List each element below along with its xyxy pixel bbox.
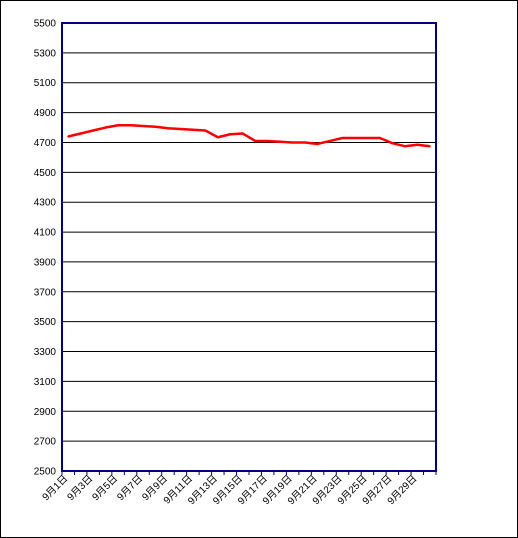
data-point [254, 139, 257, 142]
series-layer [67, 124, 431, 148]
data-point [204, 129, 207, 132]
data-point [341, 136, 344, 139]
data-point [279, 140, 282, 143]
y-tick-label: 4700 [34, 138, 57, 149]
x-axis-tick-labels: 9月1日9月3日9月5日9月7日9月9日9月11日9月13日9月15日9月17日… [40, 473, 420, 507]
data-point [67, 135, 70, 138]
x-tick-label: 9月7日 [115, 473, 145, 503]
y-tick-label: 4500 [34, 168, 57, 179]
y-tick-label: 3900 [34, 257, 57, 268]
y-tick-label: 2500 [34, 467, 57, 478]
data-point [79, 132, 82, 135]
y-tick-label: 3100 [34, 377, 57, 388]
y-tick-label: 2700 [34, 437, 57, 448]
grid-lines [62, 52, 436, 442]
data-point [266, 139, 269, 142]
y-tick-label: 4100 [34, 228, 57, 239]
y-tick-label: 3300 [34, 347, 57, 358]
data-point [104, 126, 107, 129]
data-point [391, 142, 394, 145]
data-point [129, 124, 132, 127]
data-point [329, 139, 332, 142]
y-tick-label: 3700 [34, 287, 57, 298]
data-point [428, 145, 431, 148]
x-axis-tick-marks [61, 471, 437, 475]
data-point [92, 129, 95, 132]
data-point [216, 136, 219, 139]
data-point [179, 128, 182, 131]
data-point [142, 125, 145, 128]
y-tick-label: 4900 [34, 108, 57, 119]
y-tick-label: 5100 [34, 78, 57, 89]
x-tick-label: 9月3日 [65, 473, 95, 503]
y-tick-label: 5300 [34, 48, 57, 59]
y-axis-tick-labels: 2500 2700 2900 3100 3300 3500 3700 3900 4100 4300… [34, 19, 57, 478]
data-point [229, 133, 232, 136]
data-point [416, 143, 419, 146]
data-point [166, 127, 169, 130]
data-point [316, 142, 319, 145]
data-point [366, 136, 369, 139]
data-point [117, 124, 120, 127]
y-tick-label: 4300 [34, 198, 57, 209]
y-tick-label: 3500 [34, 317, 57, 328]
y-tick-label: 5500 [34, 19, 57, 30]
data-point [154, 125, 157, 128]
data-point [403, 145, 406, 148]
y-tick-label: 2900 [34, 407, 57, 418]
x-tick-label: 9月5日 [90, 473, 120, 503]
data-point [378, 136, 381, 139]
data-point [291, 141, 294, 144]
series-line [67, 124, 430, 148]
data-point [353, 136, 356, 139]
plot-area-border [61, 22, 437, 472]
data-point [241, 132, 244, 135]
data-point [304, 141, 307, 144]
data-point [191, 128, 194, 131]
